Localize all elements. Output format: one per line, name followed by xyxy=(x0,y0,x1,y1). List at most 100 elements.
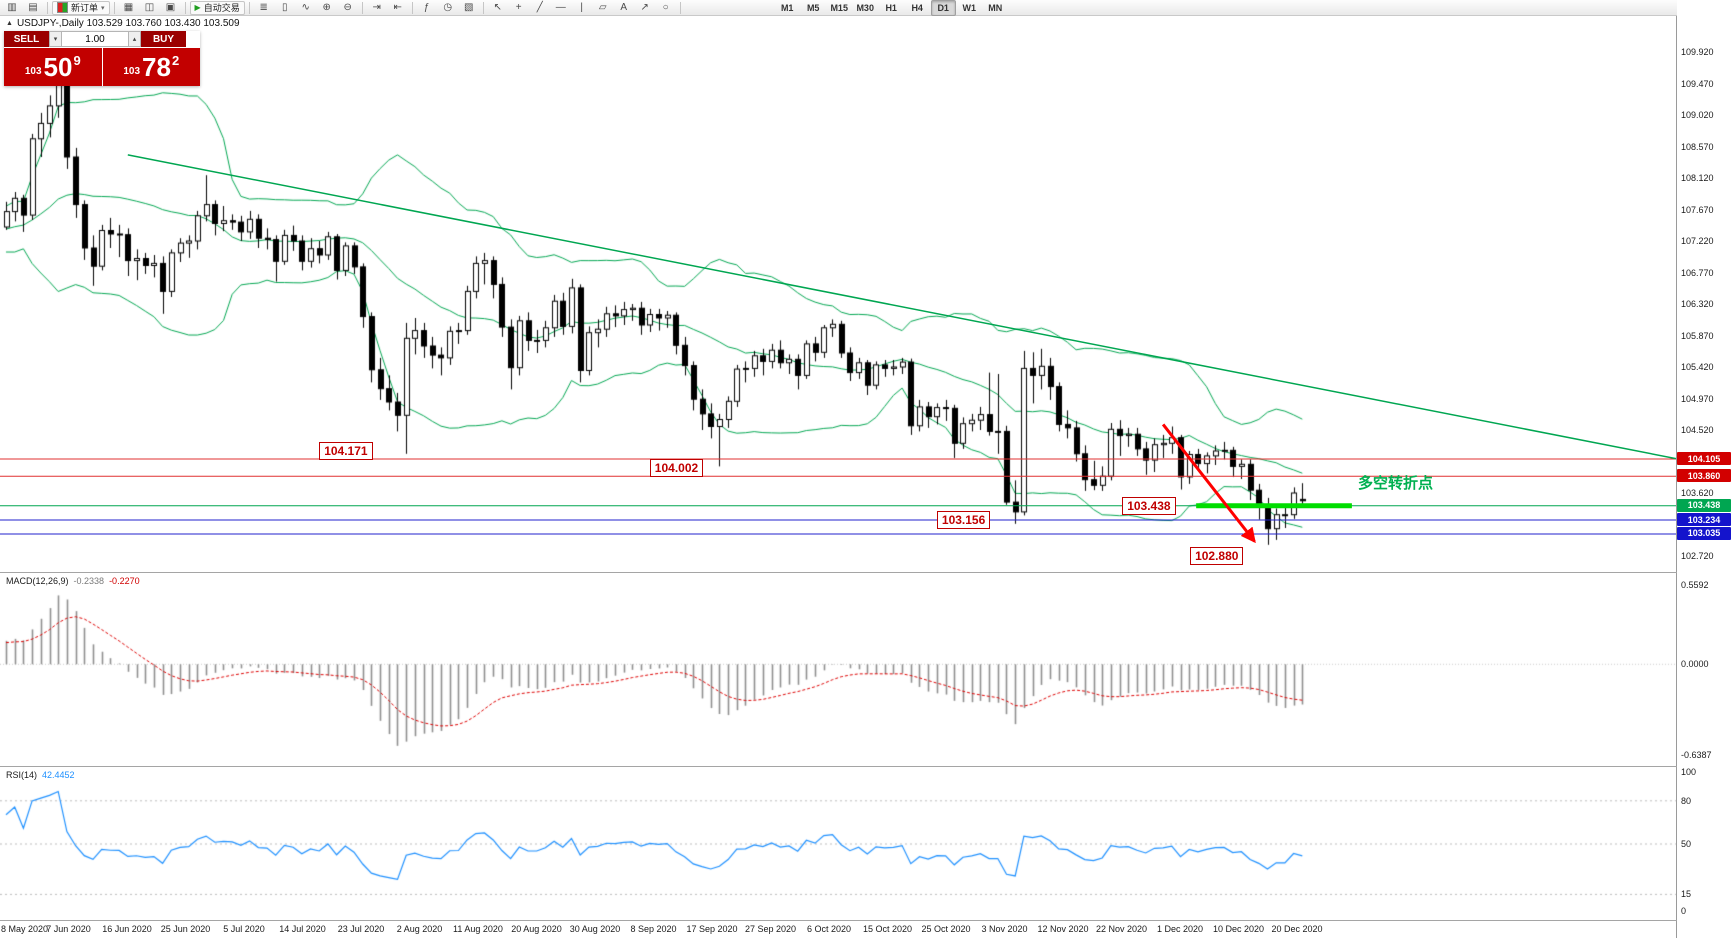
new-order-label: 新订单 xyxy=(71,3,99,13)
autotrading-label: 自动交易 xyxy=(203,3,240,13)
timeframe-button-m1[interactable]: M1 xyxy=(780,2,794,13)
rsi-label-row: RSI(14) 42.4452 xyxy=(6,770,75,780)
navigator-button[interactable]: ◫ xyxy=(144,1,155,13)
date-label: 14 Jul 2020 xyxy=(279,924,326,934)
new-order-button[interactable]: 新订单 ▾ xyxy=(52,0,110,15)
sell-price-pip: 9 xyxy=(73,52,81,68)
terminal-button[interactable]: ▣ xyxy=(165,1,176,13)
zoom-out-button[interactable]: ⊖ xyxy=(343,1,352,13)
sell-button[interactable]: SELL xyxy=(4,31,49,47)
date-label: 10 Dec 2020 xyxy=(1212,924,1265,934)
volume-caret-icon[interactable]: ▴ xyxy=(128,31,141,47)
price-annotation-box[interactable]: 103.156 xyxy=(936,511,991,530)
market-watch-button[interactable]: ▦ xyxy=(123,1,134,13)
timeframe-button-h1[interactable]: H1 xyxy=(885,2,897,13)
chart-shift-button[interactable]: ⇤ xyxy=(393,1,402,13)
buy-price-button[interactable]: 103 78 2 xyxy=(102,48,200,86)
autotrading-play-icon: ▶ xyxy=(194,3,201,12)
timeframe-button-m5[interactable]: M5 xyxy=(806,2,820,13)
trendline-tool-button[interactable]: ╱ xyxy=(536,1,543,13)
autotrading-button[interactable]: ▶ 自动交易 xyxy=(189,0,245,15)
date-label: 27 Sep 2020 xyxy=(744,924,797,934)
buy-button[interactable]: BUY xyxy=(141,31,186,47)
timeframe-button-m30[interactable]: M30 xyxy=(856,2,874,13)
macd-main-value: -0.2338 xyxy=(73,576,105,586)
channel-tool-button[interactable]: ▱ xyxy=(598,1,607,13)
toolbar-separator xyxy=(482,1,484,14)
templates-button[interactable]: ▧ xyxy=(463,1,474,13)
price-tick: 109.020 xyxy=(1681,110,1714,120)
vertical-line-tool-button[interactable]: | xyxy=(580,1,583,13)
price-tick: 104.970 xyxy=(1681,393,1714,404)
new-chart-button[interactable]: ▥ xyxy=(7,1,17,13)
date-label: 20 Aug 2020 xyxy=(511,924,562,934)
date-label: 12 Nov 2020 xyxy=(1037,924,1089,934)
macd-label: MACD(12,26,9) xyxy=(6,576,69,586)
horizontal-line-tool-button[interactable]: ― xyxy=(555,1,566,13)
periods-button[interactable]: ◷ xyxy=(443,1,453,13)
rsi-value: 42.4452 xyxy=(42,770,75,780)
price-annotation-box[interactable]: 104.002 xyxy=(649,458,704,477)
toolbar-separator xyxy=(679,1,681,14)
timeframe-button-d1[interactable]: D1 xyxy=(930,0,956,16)
timeframe-button-m15[interactable]: M15 xyxy=(830,2,848,13)
price-annotation-box[interactable]: 104.171 xyxy=(319,442,373,460)
price-tick: 106.320 xyxy=(1681,299,1714,309)
sell-price-prefix: 103 xyxy=(24,65,42,77)
auto-scroll-button[interactable]: ⇥ xyxy=(372,1,381,13)
price-tick: 108.570 xyxy=(1681,141,1714,152)
timeframe-button-h4[interactable]: H4 xyxy=(911,2,923,13)
profiles-button[interactable]: ▤ xyxy=(28,1,38,13)
sell-price-button[interactable]: 103 50 9 xyxy=(4,48,102,86)
price-tag-104.105: 104.105 xyxy=(1677,452,1731,466)
price-tick: 105.870 xyxy=(1681,330,1714,341)
macd-signal-value: -0.2270 xyxy=(109,576,140,586)
date-label: 5 Jul 2020 xyxy=(223,924,265,934)
bar-chart-button[interactable]: ≣ xyxy=(259,1,268,13)
time-axis-separator xyxy=(0,920,1734,921)
macd-tick: 0.0000 xyxy=(1681,659,1709,670)
price-tick: 107.220 xyxy=(1681,236,1714,246)
line-chart-button[interactable]: ∿ xyxy=(301,1,310,13)
rsi-tick: 15 xyxy=(1681,889,1692,900)
buy-price-prefix: 103 xyxy=(123,65,141,77)
timeframe-button-mn[interactable]: MN xyxy=(988,2,1003,13)
date-label: 25 Oct 2020 xyxy=(921,924,971,934)
zoom-in-button[interactable]: ⊕ xyxy=(322,1,331,13)
arrows-tool-button[interactable]: ↗ xyxy=(640,1,649,13)
sell-caret-icon[interactable]: ▾ xyxy=(49,31,62,47)
one-click-collapse-icon[interactable]: ▲ xyxy=(6,20,13,27)
chart-plot-area[interactable] xyxy=(0,16,1676,938)
candlestick-chart-button[interactable]: ▯ xyxy=(281,1,288,13)
date-label: 11 Aug 2020 xyxy=(453,924,503,934)
date-label: 1 Dec 2020 xyxy=(1156,924,1204,934)
sell-price-big: 50 xyxy=(43,52,73,82)
time-axis[interactable]: 8 May 2020 7 Jun 2020 16 Jun 2020 25 Jun 20… xyxy=(0,921,1676,938)
price-axis-border xyxy=(1676,16,1677,938)
text-tool-button[interactable]: A xyxy=(620,1,628,13)
price-axis[interactable]: 109.920 109.470 109.020 108.570 108.120 107.6… xyxy=(1677,0,1734,938)
price-tag-103.860: 103.860 xyxy=(1677,469,1731,483)
rsi-pane-separator[interactable] xyxy=(0,766,1734,767)
price-tag-103.438: 103.438 xyxy=(1677,498,1731,512)
rsi-tick: 50 xyxy=(1681,839,1692,849)
date-label: 3 Nov 2020 xyxy=(981,924,1028,934)
cursor-tool-button[interactable]: ↖ xyxy=(493,1,502,13)
date-label: 22 Nov 2020 xyxy=(1095,924,1148,934)
price-annotation-box[interactable]: 102.880 xyxy=(1190,547,1244,565)
crosshair-tool-button[interactable]: + xyxy=(515,1,522,13)
macd-tick: 0.5592 xyxy=(1681,579,1709,590)
toolbar-separator xyxy=(411,1,413,14)
price-tick: 102.720 xyxy=(1681,551,1714,561)
indicators-button[interactable]: ƒ xyxy=(423,1,430,13)
shapes-tool-button[interactable]: ○ xyxy=(662,1,669,13)
price-tick: 103.620 xyxy=(1681,488,1714,498)
timeframe-button-w1[interactable]: W1 xyxy=(962,2,976,13)
price-tick: 104.520 xyxy=(1681,425,1714,435)
macd-label-row: MACD(12,26,9) -0.2338 -0.2270 xyxy=(6,576,140,586)
macd-tick: -0.6387 xyxy=(1681,749,1712,760)
macd-pane-separator[interactable] xyxy=(0,572,1734,573)
price-tick: 107.670 xyxy=(1681,204,1714,215)
price-annotation-box[interactable]: 103.438 xyxy=(1122,496,1176,515)
volume-input[interactable] xyxy=(62,31,128,47)
